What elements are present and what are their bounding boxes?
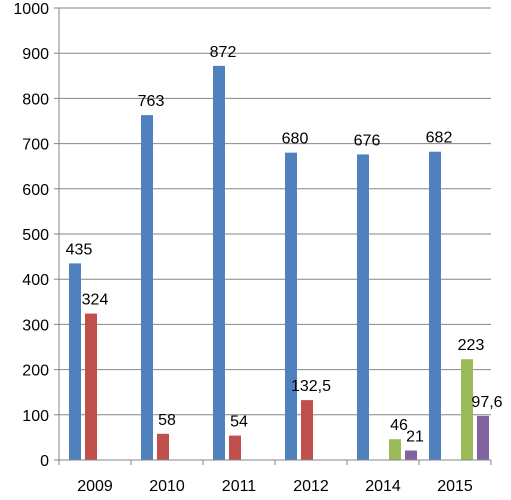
data-label: 21 — [406, 429, 424, 446]
x-tick-label: 2012 — [293, 478, 329, 495]
data-label: 676 — [354, 132, 381, 149]
bar — [405, 450, 417, 460]
y-tick-label: 100 — [22, 408, 49, 425]
bar — [213, 65, 225, 460]
data-label: 223 — [458, 337, 485, 354]
x-tick-label: 2011 — [222, 478, 257, 495]
x-axis-ticks: 2009 2010 2011 2012 2014 2015 — [77, 478, 473, 495]
y-tick-label: 1000 — [13, 1, 49, 18]
data-label: 97,6 — [471, 394, 502, 411]
x-tick-label: 2015 — [437, 478, 473, 495]
bars — [69, 65, 489, 461]
bar — [229, 435, 241, 460]
bar — [389, 439, 401, 460]
y-tick-label: 900 — [22, 46, 49, 63]
bar — [477, 415, 489, 460]
y-tick-label: 700 — [22, 137, 49, 154]
data-label: 763 — [138, 93, 165, 110]
data-label: 872 — [210, 44, 237, 61]
bar — [157, 433, 169, 460]
data-label: 680 — [282, 131, 309, 148]
y-tick-label: 400 — [22, 272, 49, 289]
data-label: 54 — [230, 414, 248, 431]
data-label: 58 — [158, 412, 176, 429]
gridlines — [59, 7, 491, 416]
data-label: 46 — [390, 417, 408, 434]
y-tick-label: 800 — [22, 91, 49, 108]
bar — [285, 152, 297, 460]
data-label: 682 — [426, 130, 453, 147]
bar — [141, 115, 153, 461]
bar — [429, 151, 441, 460]
y-tick-label: 500 — [22, 227, 49, 244]
y-tick-label: 200 — [22, 363, 49, 380]
x-tick-label: 2014 — [365, 478, 401, 495]
bar — [69, 263, 81, 460]
bar — [301, 400, 313, 460]
x-tick-label: 2009 — [77, 478, 113, 495]
data-label: 324 — [82, 292, 109, 309]
axes — [54, 7, 492, 465]
data-label: 435 — [66, 241, 93, 258]
bar — [357, 154, 369, 460]
data-labels: 435 763 872 680 676 682 324 58 54 132,5 46 223 21 97,… — [66, 44, 503, 446]
data-label: 132,5 — [291, 378, 331, 395]
bar — [461, 359, 473, 460]
y-tick-label: 300 — [22, 317, 49, 334]
bar — [85, 313, 97, 460]
y-tick-label: 600 — [22, 182, 49, 199]
y-axis-ticks: 0 100 200 300 400 500 600 700 800 900 1000 — [13, 1, 49, 470]
x-tick-label: 2010 — [149, 478, 185, 495]
y-tick-label: 0 — [40, 453, 49, 470]
